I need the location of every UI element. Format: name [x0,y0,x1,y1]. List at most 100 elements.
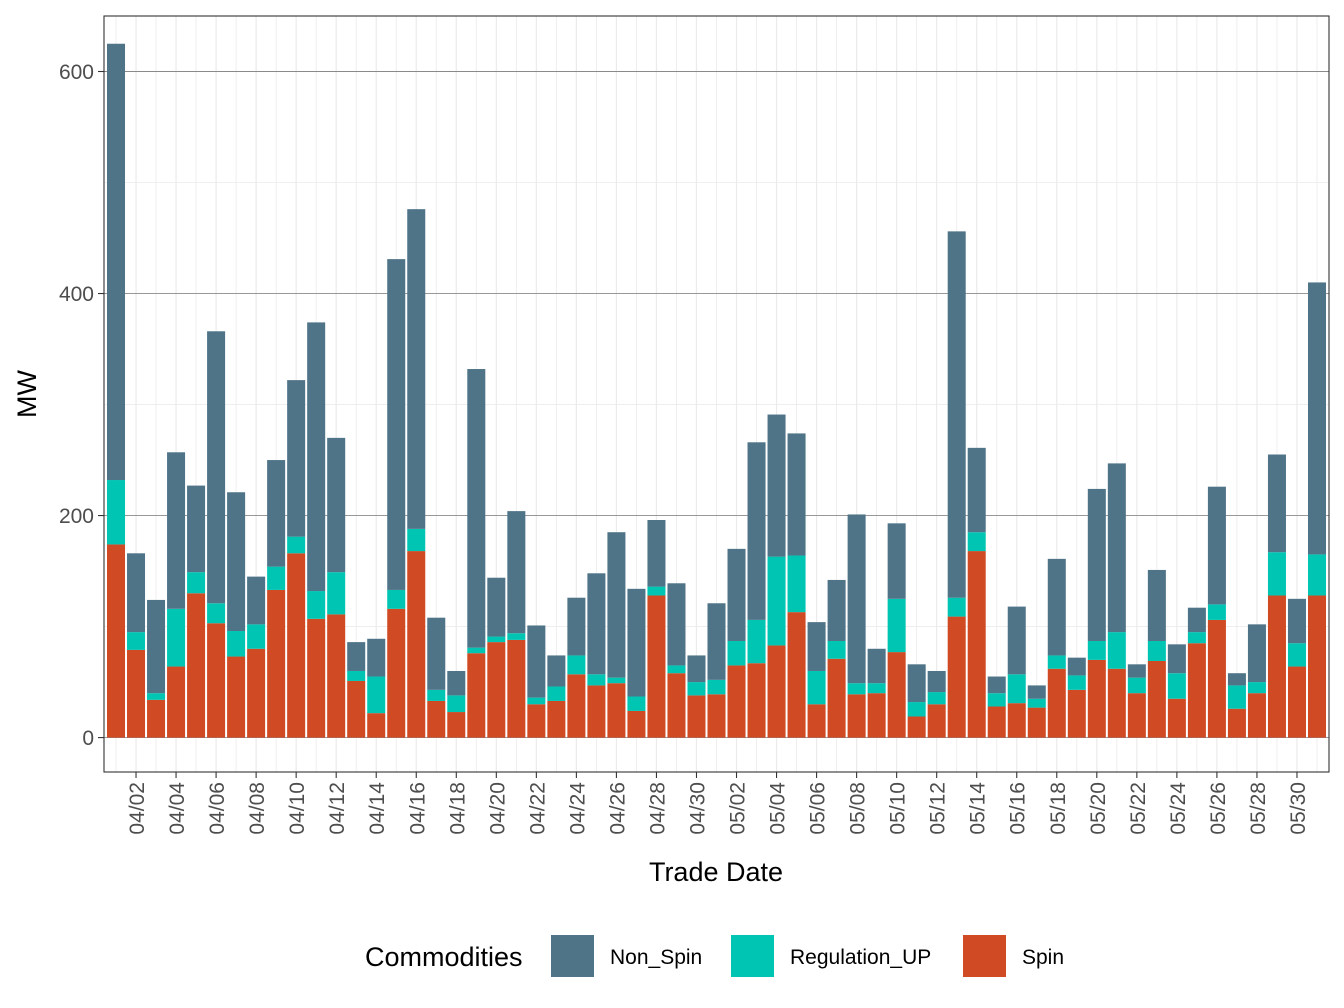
bar-segment-regulation-up [287,536,306,554]
x-tick-label: 04/28 [646,782,669,835]
bar-segment-non-spin [687,655,706,683]
bar-segment-non-spin [1067,657,1086,676]
x-tick-label: 05/14 [967,782,990,835]
bar-segment-spin [567,674,586,738]
bar-segment-regulation-up [427,689,446,701]
bar-segment-spin [1287,666,1306,738]
bar-segment-non-spin [747,442,766,620]
bar-segment-spin [107,544,126,738]
x-tick-label: 04/14 [366,782,389,835]
x-tick-label: 05/04 [767,782,790,835]
bar-segment-spin [607,683,626,738]
bar-segment-spin [687,695,706,738]
bar-segment-regulation-up [547,686,566,701]
x-tick-label: 05/12 [927,782,950,835]
bar-segment-regulation-up [447,695,466,713]
bars [107,43,1326,738]
bar-segment-non-spin [527,625,546,698]
bar-segment-non-spin [1267,454,1286,553]
bar-segment-non-spin [707,603,726,680]
legend-label-regulation-up: Regulation_UP [790,946,931,969]
bar-segment-regulation-up [1107,632,1126,669]
bar-segment-spin [887,652,906,738]
bar-segment-non-spin [387,259,406,590]
x-tick-label: 04/26 [606,782,629,835]
panel-border [103,15,1330,773]
bar-segment-regulation-up [687,682,706,696]
bar-segment-spin [1007,703,1026,738]
bar-segment-regulation-up [747,619,766,664]
bar-segment-spin [647,595,666,738]
bar-segment-non-spin [1227,673,1246,686]
x-tick-label: 05/10 [887,782,910,835]
bar-segment-regulation-up [787,555,806,613]
x-axis: 04/02 04/04 04/06 04/08 04/10 04/12 04/14 04/16… [126,772,1310,835]
bar-segment-spin [187,593,206,738]
bar-segment-spin [1227,708,1246,738]
bar-segment-non-spin [567,597,586,656]
bar-segment-spin [247,648,266,738]
bar-segment-non-spin [1107,463,1126,633]
bar-segment-spin [987,706,1006,738]
bar-segment-non-spin [807,622,826,671]
bar-segment-non-spin [607,532,626,678]
x-tick-label: 05/18 [1047,782,1070,835]
y-tick-label: 600 [59,61,94,84]
bar-segment-non-spin [727,548,746,642]
bar-segment-spin [587,685,606,738]
bar-segment-spin [1147,660,1166,738]
x-tick-label: 04/30 [686,782,709,835]
x-tick-label: 04/18 [446,782,469,835]
y-axis: 0 200 400 600 [59,61,104,750]
bar-segment-spin [1187,643,1206,738]
bar-segment-spin [1087,659,1106,738]
bar-segment-spin [827,658,846,738]
bar-segment-non-spin [1307,282,1326,555]
bar-segment-spin [267,589,286,738]
bar-segment-regulation-up [387,589,406,609]
bar-segment-non-spin [167,452,186,609]
bar-segment-regulation-up [267,566,286,590]
bar-segment-spin [667,673,686,738]
bar-segment-non-spin [1167,644,1186,674]
legend-label-non-spin: Non_Spin [610,946,702,969]
bar-segment-regulation-up [947,597,966,617]
x-tick-label: 05/20 [1087,782,1110,835]
bar-segment-non-spin [987,676,1006,694]
x-tick-label: 04/08 [246,782,269,835]
x-tick-label: 04/24 [566,782,589,835]
bar-segment-spin [307,618,326,738]
x-tick-label: 04/06 [206,782,229,835]
bar-segment-regulation-up [1027,698,1046,708]
x-tick-label: 05/30 [1287,782,1310,835]
bar-segment-regulation-up [867,683,886,694]
bar-segment-spin [1267,595,1286,738]
x-tick-label: 05/16 [1007,782,1030,835]
legend-label-spin: Spin [1022,946,1064,969]
bar-segment-regulation-up [1307,554,1326,596]
bar-segment-regulation-up [567,655,586,675]
bar-segment-spin [507,639,526,738]
bar-segment-spin [467,653,486,738]
bar-segment-non-spin [327,437,346,573]
bar-segment-regulation-up [247,624,266,649]
x-tick-label: 05/26 [1207,782,1230,835]
x-tick-label: 04/16 [406,782,429,835]
bar-segment-non-spin [967,447,986,533]
bar-segment-regulation-up [467,647,486,654]
bar-segment-non-spin [1027,685,1046,699]
legend-key-spin [963,935,1006,977]
bar-segment-spin [807,704,826,738]
bar-segment-regulation-up [187,572,206,594]
bar-segment-spin [327,614,346,738]
bar-segment-regulation-up [967,532,986,552]
bar-segment-spin [1067,689,1086,738]
bar-segment-non-spin [127,553,146,633]
bar-segment-non-spin [867,648,886,684]
bar-segment-regulation-up [807,670,826,705]
bar-segment-spin [907,716,926,738]
bar-segment-regulation-up [1127,677,1146,694]
x-tick-label: 05/24 [1167,782,1190,835]
bar-segment-regulation-up [767,556,786,646]
